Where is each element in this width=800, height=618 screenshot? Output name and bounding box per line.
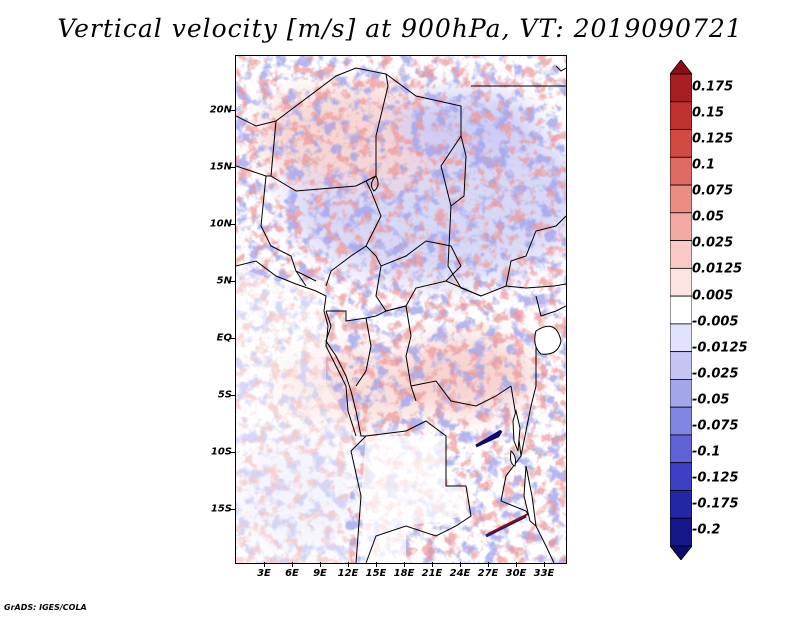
colorbar-label: -0.005: [692, 314, 739, 330]
lat-label: 15N: [209, 161, 232, 173]
colorbar-bin: [670, 60, 692, 75]
lon-tick: [404, 562, 405, 567]
lon-label: 18E: [393, 568, 415, 579]
lon-tick: [292, 562, 293, 567]
colorbar-bin: [670, 517, 692, 547]
lon-label: 24E: [449, 568, 471, 579]
lat-label: 10S: [210, 446, 232, 458]
colorbar-bin: [670, 212, 692, 241]
lon-label: 6E: [285, 568, 299, 579]
colorbar-label: -0.1: [692, 444, 721, 460]
colorbar-bin: [670, 351, 692, 380]
lon-tick: [488, 562, 489, 567]
lon-label: 12E: [337, 568, 359, 579]
colorbar-bin: [670, 129, 692, 158]
colorbar-label: -0.125: [692, 470, 739, 486]
colorbar-label: -0.2: [692, 522, 721, 538]
colorbar-label: 0.175: [692, 79, 734, 95]
lat-label: EQ: [216, 332, 232, 344]
lon-tick: [432, 562, 433, 567]
colorbar-bin: [670, 101, 692, 130]
lat-label: 10N: [209, 218, 232, 230]
velocity-field: [236, 56, 566, 563]
lat-tick: [230, 509, 235, 510]
lon-label: 3E: [257, 568, 271, 579]
lon-label: 9E: [313, 568, 327, 579]
lat-tick: [230, 452, 235, 453]
colorbar-bin: [670, 240, 692, 269]
colorbar-label: -0.0125: [692, 340, 748, 356]
colorbar-label: -0.075: [692, 418, 739, 434]
colorbar-bin: [670, 434, 692, 464]
lon-label: 33E: [533, 568, 555, 579]
colorbar-bin: [670, 490, 692, 519]
lat-tick: [230, 167, 235, 168]
colorbar-bin: [670, 295, 692, 325]
colorbar-label: -0.175: [692, 496, 739, 512]
colorbar-label: -0.025: [692, 366, 739, 382]
colorbar-label: 0.0125: [692, 261, 743, 277]
velocity-map: [235, 55, 567, 564]
lon-label: 27E: [477, 568, 499, 579]
colorbar-label: 0.05: [692, 209, 725, 225]
lon-tick: [348, 562, 349, 567]
colorbar-bin: [670, 379, 692, 408]
colorbar-label: 0.125: [692, 131, 734, 147]
colorbar-bin: [670, 406, 692, 436]
lon-label: 21E: [421, 568, 443, 579]
map-title: Vertical velocity [m/s] at 900hPa, VT: 2…: [57, 14, 743, 43]
colorbar-bin: [670, 184, 692, 214]
lon-label: 15E: [365, 568, 387, 579]
colorbar-bin: [670, 545, 692, 560]
lat-tick: [230, 338, 235, 339]
lon-label: 30E: [505, 568, 527, 579]
lat-tick: [230, 224, 235, 225]
colorbar-bin: [670, 156, 692, 186]
colorbar-bin: [670, 267, 692, 297]
colorbar-bin: [670, 462, 692, 491]
lat-label: 20N: [209, 104, 232, 116]
lon-tick: [516, 562, 517, 567]
colorbar-bin: [670, 323, 692, 353]
colorbar-label: 0.1: [692, 157, 716, 173]
lat-label: 5S: [217, 389, 232, 401]
lon-tick: [460, 562, 461, 567]
lon-tick: [320, 562, 321, 567]
lon-tick: [264, 562, 265, 567]
colorbar-bin: [670, 73, 692, 103]
colorbar: [670, 60, 692, 560]
colorbar-label: 0.15: [692, 105, 725, 121]
lat-label: 5N: [216, 275, 232, 287]
lon-tick: [544, 562, 545, 567]
colorbar-label: 0.025: [692, 235, 734, 251]
colorbar-label: 0.005: [692, 288, 734, 304]
lat-label: 15S: [210, 503, 232, 515]
lat-tick: [230, 281, 235, 282]
lat-tick: [230, 395, 235, 396]
lat-tick: [230, 110, 235, 111]
grads-credit: GrADS: IGES/COLA: [4, 603, 87, 612]
colorbar-label: -0.05: [692, 392, 730, 408]
colorbar-label: 0.075: [692, 183, 734, 199]
lon-tick: [376, 562, 377, 567]
